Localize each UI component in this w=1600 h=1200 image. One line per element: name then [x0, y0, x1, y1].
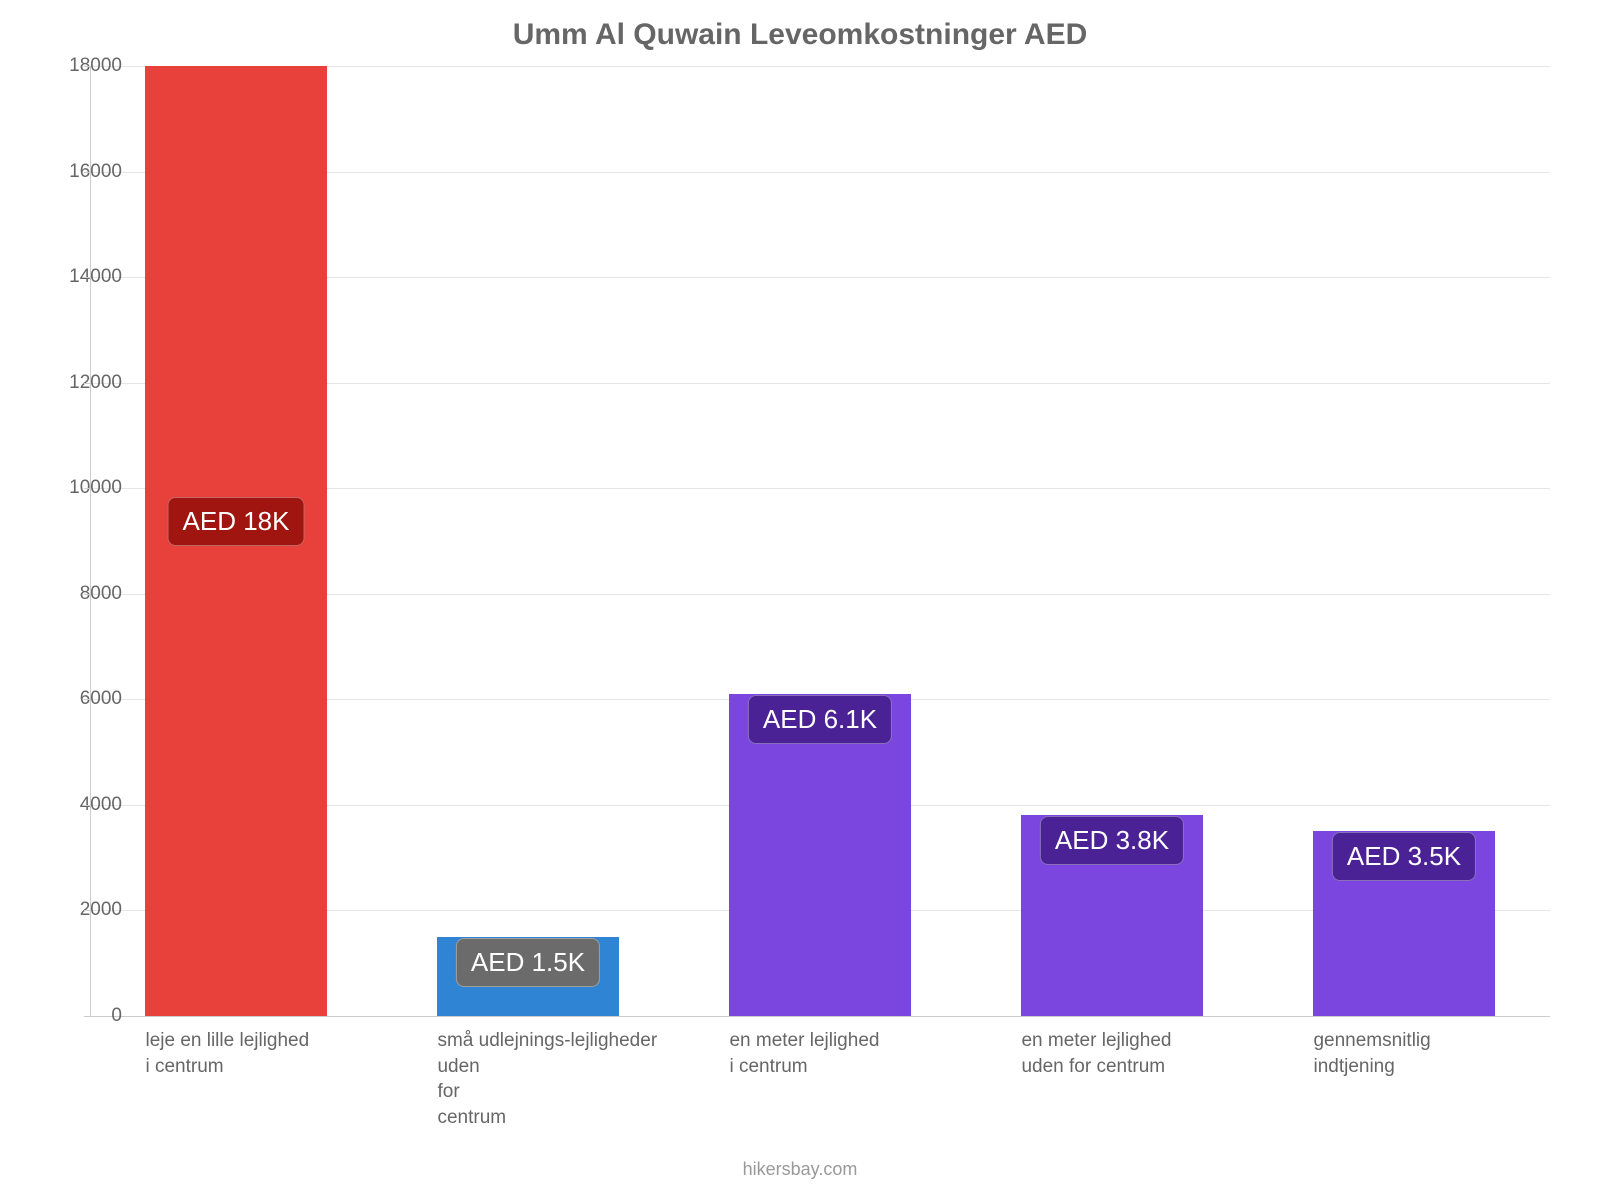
x-category-label: små udlejnings-lejlighederudenforcentrum [437, 1028, 658, 1131]
y-tick-label: 16000 [42, 161, 122, 183]
y-tick-label: 10000 [42, 477, 122, 499]
y-tick-mark [84, 383, 90, 384]
y-axis-line [90, 66, 91, 1016]
plot-area: AED 18K AED 1.5K AED 6.1K AED 3.8K AED 3.5K [90, 66, 1550, 1016]
bar-value-label: AED 3.8K [1040, 816, 1184, 865]
x-category-label: gennemsnitligindtjening [1313, 1028, 1534, 1079]
y-tick-mark [84, 1016, 90, 1017]
chart-title: Umm Al Quwain Leveomkostninger AED [0, 18, 1600, 52]
y-tick-label: 18000 [42, 55, 122, 77]
x-axis-line [90, 1016, 1550, 1017]
bar-value-label: AED 6.1K [748, 695, 892, 744]
y-tick-mark [84, 594, 90, 595]
bar-value-label: AED 1.5K [456, 938, 600, 987]
chart-footer: hikersbay.com [0, 1159, 1600, 1180]
y-tick-mark [84, 805, 90, 806]
y-tick-label: 8000 [42, 583, 122, 605]
x-category-label: leje en lille lejlighedi centrum [145, 1028, 366, 1079]
chart-container: Umm Al Quwain Leveomkostninger AED AED 1… [0, 0, 1600, 1200]
bar-value-label: AED 18K [168, 497, 305, 546]
y-tick-label: 2000 [42, 899, 122, 921]
y-tick-mark [84, 277, 90, 278]
bar-value-label: AED 3.5K [1332, 832, 1476, 881]
y-tick-label: 12000 [42, 372, 122, 394]
x-category-label: en meter lejligheduden for centrum [1021, 1028, 1242, 1079]
y-tick-mark [84, 66, 90, 67]
y-tick-mark [84, 172, 90, 173]
y-tick-mark [84, 910, 90, 911]
x-category-label: en meter lejlighedi centrum [729, 1028, 950, 1079]
y-tick-label: 0 [42, 1005, 122, 1027]
y-tick-label: 6000 [42, 688, 122, 710]
y-tick-label: 14000 [42, 266, 122, 288]
y-tick-mark [84, 488, 90, 489]
y-tick-label: 4000 [42, 794, 122, 816]
y-tick-mark [84, 699, 90, 700]
